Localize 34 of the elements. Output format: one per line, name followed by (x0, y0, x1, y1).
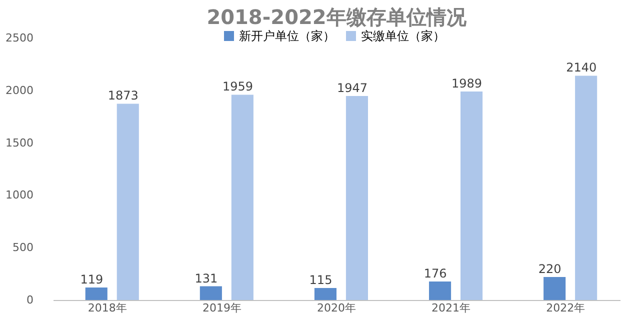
bar (575, 76, 598, 300)
bar (428, 282, 452, 300)
data-label: 1959 (222, 80, 253, 94)
y-tick-label: 0 (26, 294, 34, 306)
chart-title: 2018-2022年缴存单位情况 (206, 5, 468, 29)
data-label: 115 (309, 272, 332, 287)
data-label: 119 (80, 272, 104, 287)
y-tick-label: 2500 (6, 32, 34, 44)
legend-label: 新开户单位（家） (239, 29, 335, 43)
bar (85, 288, 108, 300)
data-label: 1989 (452, 76, 482, 91)
y-tick-label: 500 (12, 241, 34, 254)
bar (544, 276, 566, 300)
data-label: 1947 (336, 80, 368, 95)
x-tick-label: 2022年 (546, 302, 586, 314)
bar (200, 286, 222, 300)
bar (346, 96, 368, 300)
bar (314, 288, 336, 300)
bar (231, 94, 254, 300)
data-label: 131 (194, 271, 218, 286)
y-tick-label: 2000 (6, 84, 34, 97)
x-tick-label: 2019年 (202, 302, 242, 314)
x-tick-label: 2018年 (88, 302, 127, 314)
data-label: 220 (538, 262, 562, 276)
legend-label: 实缴单位（家） (361, 29, 445, 43)
y-tick-label: 1000 (6, 188, 34, 202)
data-label: 1873 (108, 88, 138, 103)
bar (116, 104, 139, 300)
data-label: 176 (424, 266, 447, 281)
data-label: 2140 (566, 60, 597, 75)
y-tick-label: 1500 (6, 136, 34, 150)
x-tick-label: 2020年 (317, 302, 356, 314)
bar (460, 92, 483, 300)
x-tick-label: 2021年 (432, 302, 471, 314)
